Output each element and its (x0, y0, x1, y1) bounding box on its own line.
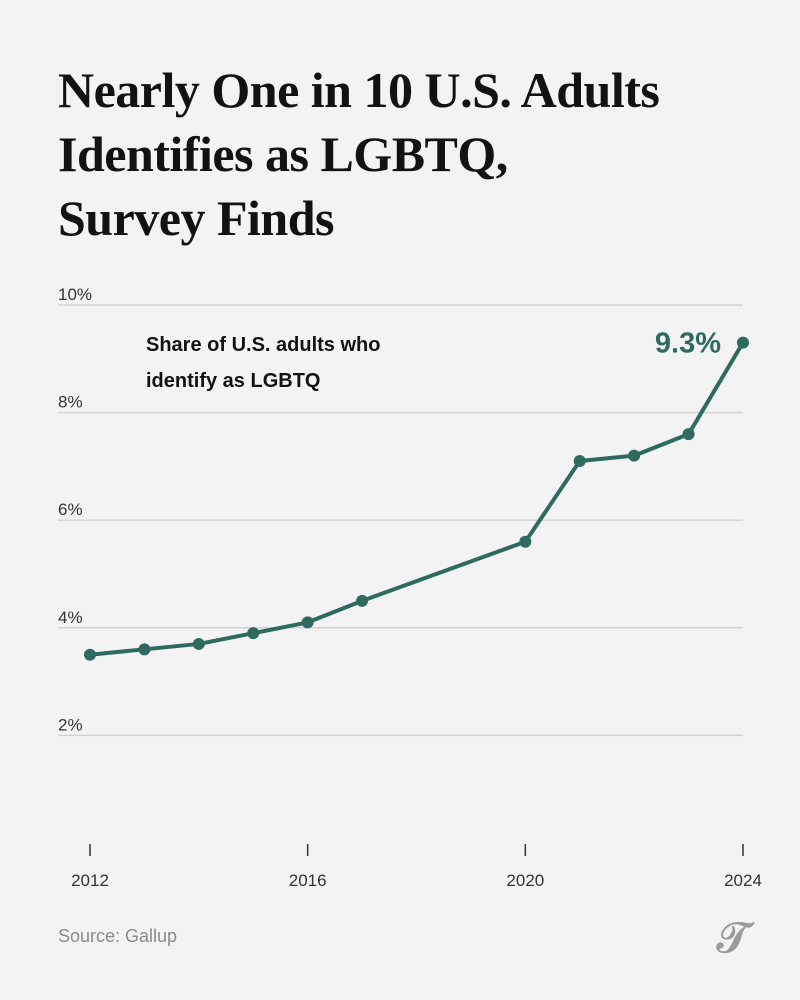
data-point (247, 627, 260, 640)
series-layer (84, 336, 749, 661)
data-point (138, 643, 151, 656)
y-tick-label: 10% (58, 285, 92, 304)
chart-subtitle-line: Share of U.S. adults who (146, 334, 380, 356)
title-line: Survey Finds (58, 190, 335, 246)
end-value-label: 9.3% (655, 328, 721, 360)
chart-subtitle-line: identify as LGBTQ (146, 370, 320, 392)
data-point (301, 616, 314, 629)
title-line: Identifies as LGBTQ, (58, 126, 508, 182)
title-line: Nearly One in 10 U.S. Adults (58, 62, 660, 118)
x-tick-label: 2012 (71, 871, 109, 890)
data-point (737, 336, 749, 349)
y-tick-label: 2% (58, 715, 83, 734)
y-tick-label: 6% (58, 500, 83, 519)
data-point (356, 594, 369, 607)
data-point (84, 648, 96, 661)
grid-layer: 2% 4% 6% 8% 10% (58, 285, 743, 737)
x-tick-label: 2020 (506, 871, 544, 890)
y-tick-label: 8% (58, 393, 83, 412)
data-point (519, 535, 532, 548)
y-tick-label: 4% (58, 608, 83, 627)
data-point (682, 428, 695, 441)
x-axis: 2012 2016 2020 2024 (71, 844, 762, 890)
x-tick-label: 2024 (724, 871, 762, 890)
x-tick-label: 2016 (289, 871, 327, 890)
nyt-logo-icon: 𝒯 (716, 916, 750, 962)
source-note: Source: Gallup (58, 926, 178, 946)
data-point (192, 637, 205, 650)
chart-title: Nearly One in 10 U.S. Adults Identifies … (58, 58, 758, 250)
data-point (628, 449, 641, 462)
data-point (573, 455, 586, 468)
